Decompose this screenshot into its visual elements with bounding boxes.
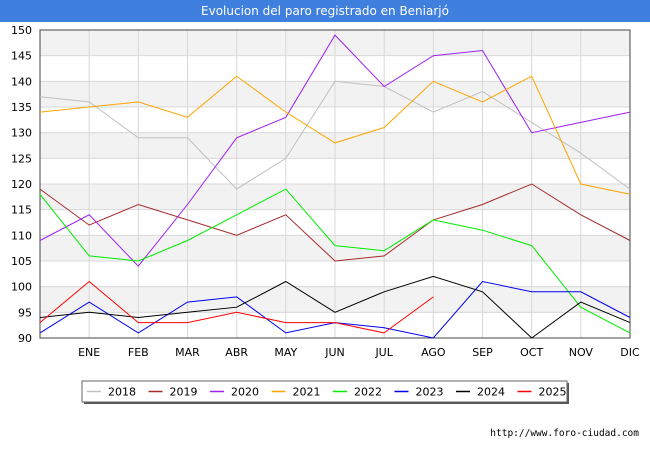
legend-label-2024: 2024	[477, 386, 505, 399]
legend-box	[81, 380, 568, 403]
y-tick-label: 135	[11, 101, 32, 114]
x-tick-label: MAR	[175, 346, 200, 359]
legend: 2018 2019 2020 2021 2022 2023 2024 2025	[81, 380, 569, 404]
footer-url: http://www.foro-ciudad.com	[490, 428, 639, 439]
y-tick-label: 100	[11, 281, 32, 294]
y-tick-label: 90	[18, 332, 32, 345]
legend-label-2025: 2025	[539, 386, 567, 399]
y-tick-label: 95	[18, 306, 32, 319]
y-axis-ticks: 90 95 100 105 110 115 120 125 130 135 140 145 150	[11, 24, 32, 345]
series-line-2024	[39, 275, 631, 339]
legend-label-2019: 2019	[170, 386, 198, 399]
series-line-2021	[39, 75, 631, 195]
x-tick-label: AGO	[421, 346, 446, 359]
x-tick-label: ENE	[78, 346, 100, 359]
y-tick-label: 105	[11, 255, 32, 268]
y-tick-label: 150	[11, 24, 32, 37]
legend-label-2023: 2023	[416, 386, 444, 399]
legend-label-2021: 2021	[293, 386, 321, 399]
y-tick-label: 120	[11, 178, 32, 191]
legend-label-2020: 2020	[231, 386, 259, 399]
x-tick-label: OCT	[520, 346, 543, 359]
x-tick-label: SEP	[472, 346, 493, 359]
series-line-2018	[39, 80, 631, 190]
series-line-2025	[39, 280, 434, 334]
x-tick-label: ABR	[225, 346, 248, 359]
y-tick-label: 115	[11, 204, 32, 217]
plot-border	[39, 29, 631, 339]
series-lines	[39, 34, 631, 339]
legend-label-2018: 2018	[108, 386, 136, 399]
x-tick-label: NOV	[569, 346, 594, 359]
y-tick-label: 125	[11, 152, 32, 165]
y-tick-label: 145	[11, 50, 32, 63]
x-tick-label: FEB	[128, 346, 149, 359]
y-tick-label: 140	[11, 75, 32, 88]
legend-label-2022: 2022	[354, 386, 382, 399]
x-tick-label: DIC	[620, 346, 640, 359]
x-tick-label: JUL	[374, 346, 393, 359]
series-line-2022	[39, 188, 631, 334]
x-tick-label: MAY	[274, 346, 297, 359]
chart-title: Evolucion del paro registrado en Beniarj…	[0, 0, 650, 22]
y-tick-label: 110	[11, 229, 32, 242]
series-line-2020	[39, 34, 631, 267]
y-tick-label: 130	[11, 127, 32, 140]
x-tick-label: JUN	[324, 346, 345, 359]
series-line-2019	[39, 183, 631, 262]
x-axis-ticks: ENE FEB MAR ABR MAY JUN JUL AGO SEP OCT NOV DIC	[78, 346, 640, 359]
